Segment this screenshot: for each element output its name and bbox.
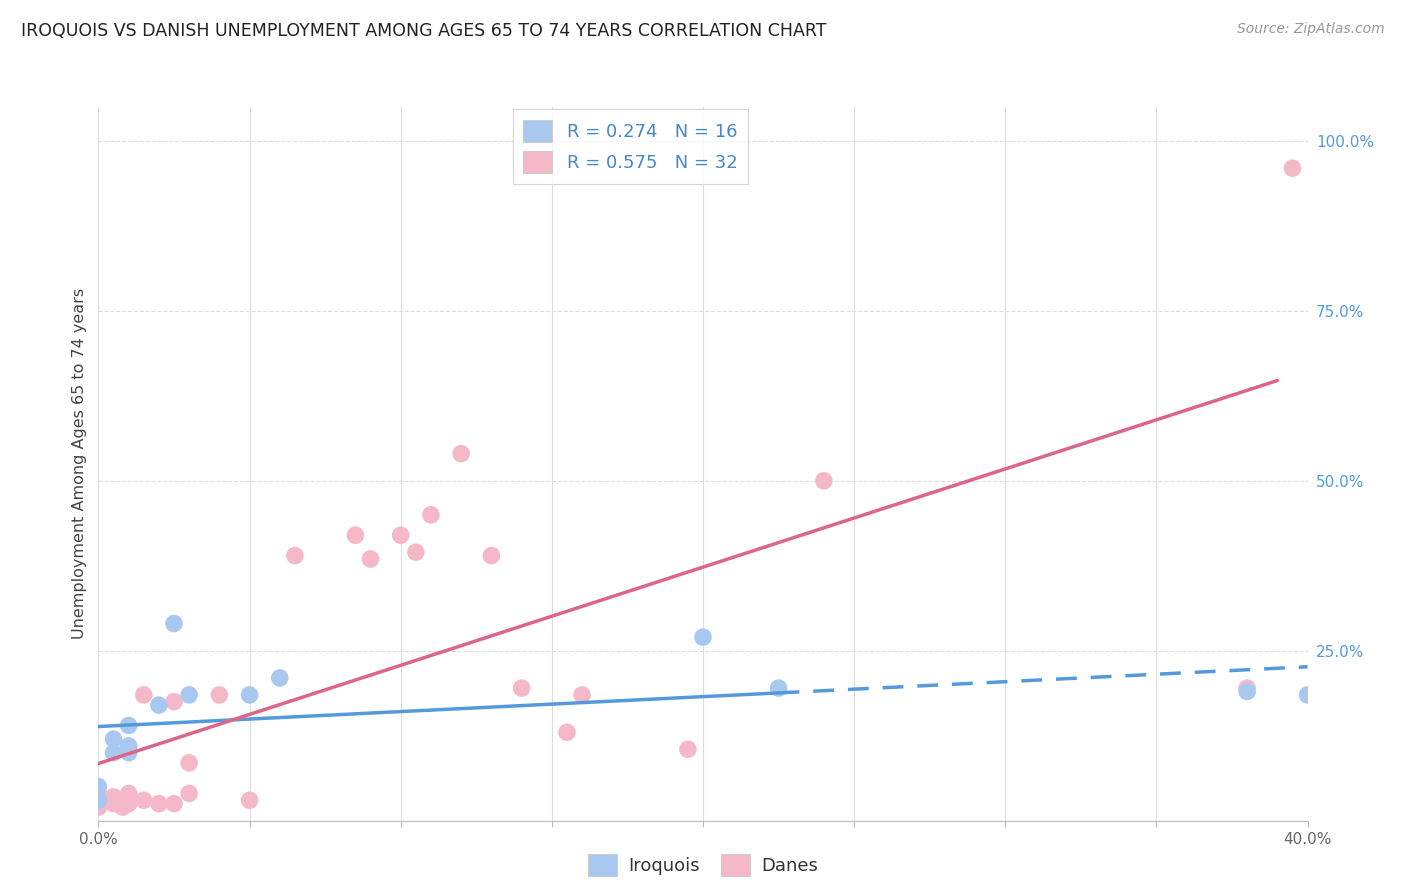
- Point: [118, 797, 141, 811]
- Point: [692, 630, 714, 644]
- Point: [1281, 161, 1303, 176]
- Point: [405, 545, 427, 559]
- Point: [239, 793, 262, 807]
- Point: [87, 793, 110, 807]
- Text: IROQUOIS VS DANISH UNEMPLOYMENT AMONG AGES 65 TO 74 YEARS CORRELATION CHART: IROQUOIS VS DANISH UNEMPLOYMENT AMONG AG…: [21, 22, 827, 40]
- Point: [163, 695, 186, 709]
- Point: [344, 528, 367, 542]
- Point: [87, 793, 110, 807]
- Point: [179, 688, 201, 702]
- Point: [1236, 684, 1258, 698]
- Point: [118, 746, 141, 760]
- Point: [163, 616, 186, 631]
- Point: [1296, 688, 1319, 702]
- Point: [87, 780, 110, 794]
- Text: Source: ZipAtlas.com: Source: ZipAtlas.com: [1237, 22, 1385, 37]
- Point: [179, 787, 201, 801]
- Point: [148, 797, 170, 811]
- Point: [118, 718, 141, 732]
- Point: [555, 725, 578, 739]
- Point: [450, 447, 472, 461]
- Point: [389, 528, 412, 542]
- Point: [118, 787, 141, 801]
- Point: [360, 552, 382, 566]
- Point: [284, 549, 307, 563]
- Point: [239, 688, 262, 702]
- Point: [87, 787, 110, 801]
- Point: [163, 797, 186, 811]
- Point: [420, 508, 443, 522]
- Point: [269, 671, 291, 685]
- Point: [103, 789, 125, 804]
- Point: [510, 681, 533, 695]
- Point: [208, 688, 231, 702]
- Point: [481, 549, 503, 563]
- Point: [103, 746, 125, 760]
- Point: [179, 756, 201, 770]
- Point: [813, 474, 835, 488]
- Point: [132, 688, 155, 702]
- Point: [118, 739, 141, 753]
- Point: [111, 800, 134, 814]
- Point: [676, 742, 699, 756]
- Point: [103, 732, 125, 747]
- Point: [571, 688, 593, 702]
- Point: [103, 797, 125, 811]
- Point: [148, 698, 170, 712]
- Y-axis label: Unemployment Among Ages 65 to 74 years: Unemployment Among Ages 65 to 74 years: [72, 288, 87, 640]
- Point: [132, 793, 155, 807]
- Point: [768, 681, 790, 695]
- Point: [87, 800, 110, 814]
- Point: [1236, 681, 1258, 695]
- Legend: Iroquois, Danes: Iroquois, Danes: [581, 847, 825, 883]
